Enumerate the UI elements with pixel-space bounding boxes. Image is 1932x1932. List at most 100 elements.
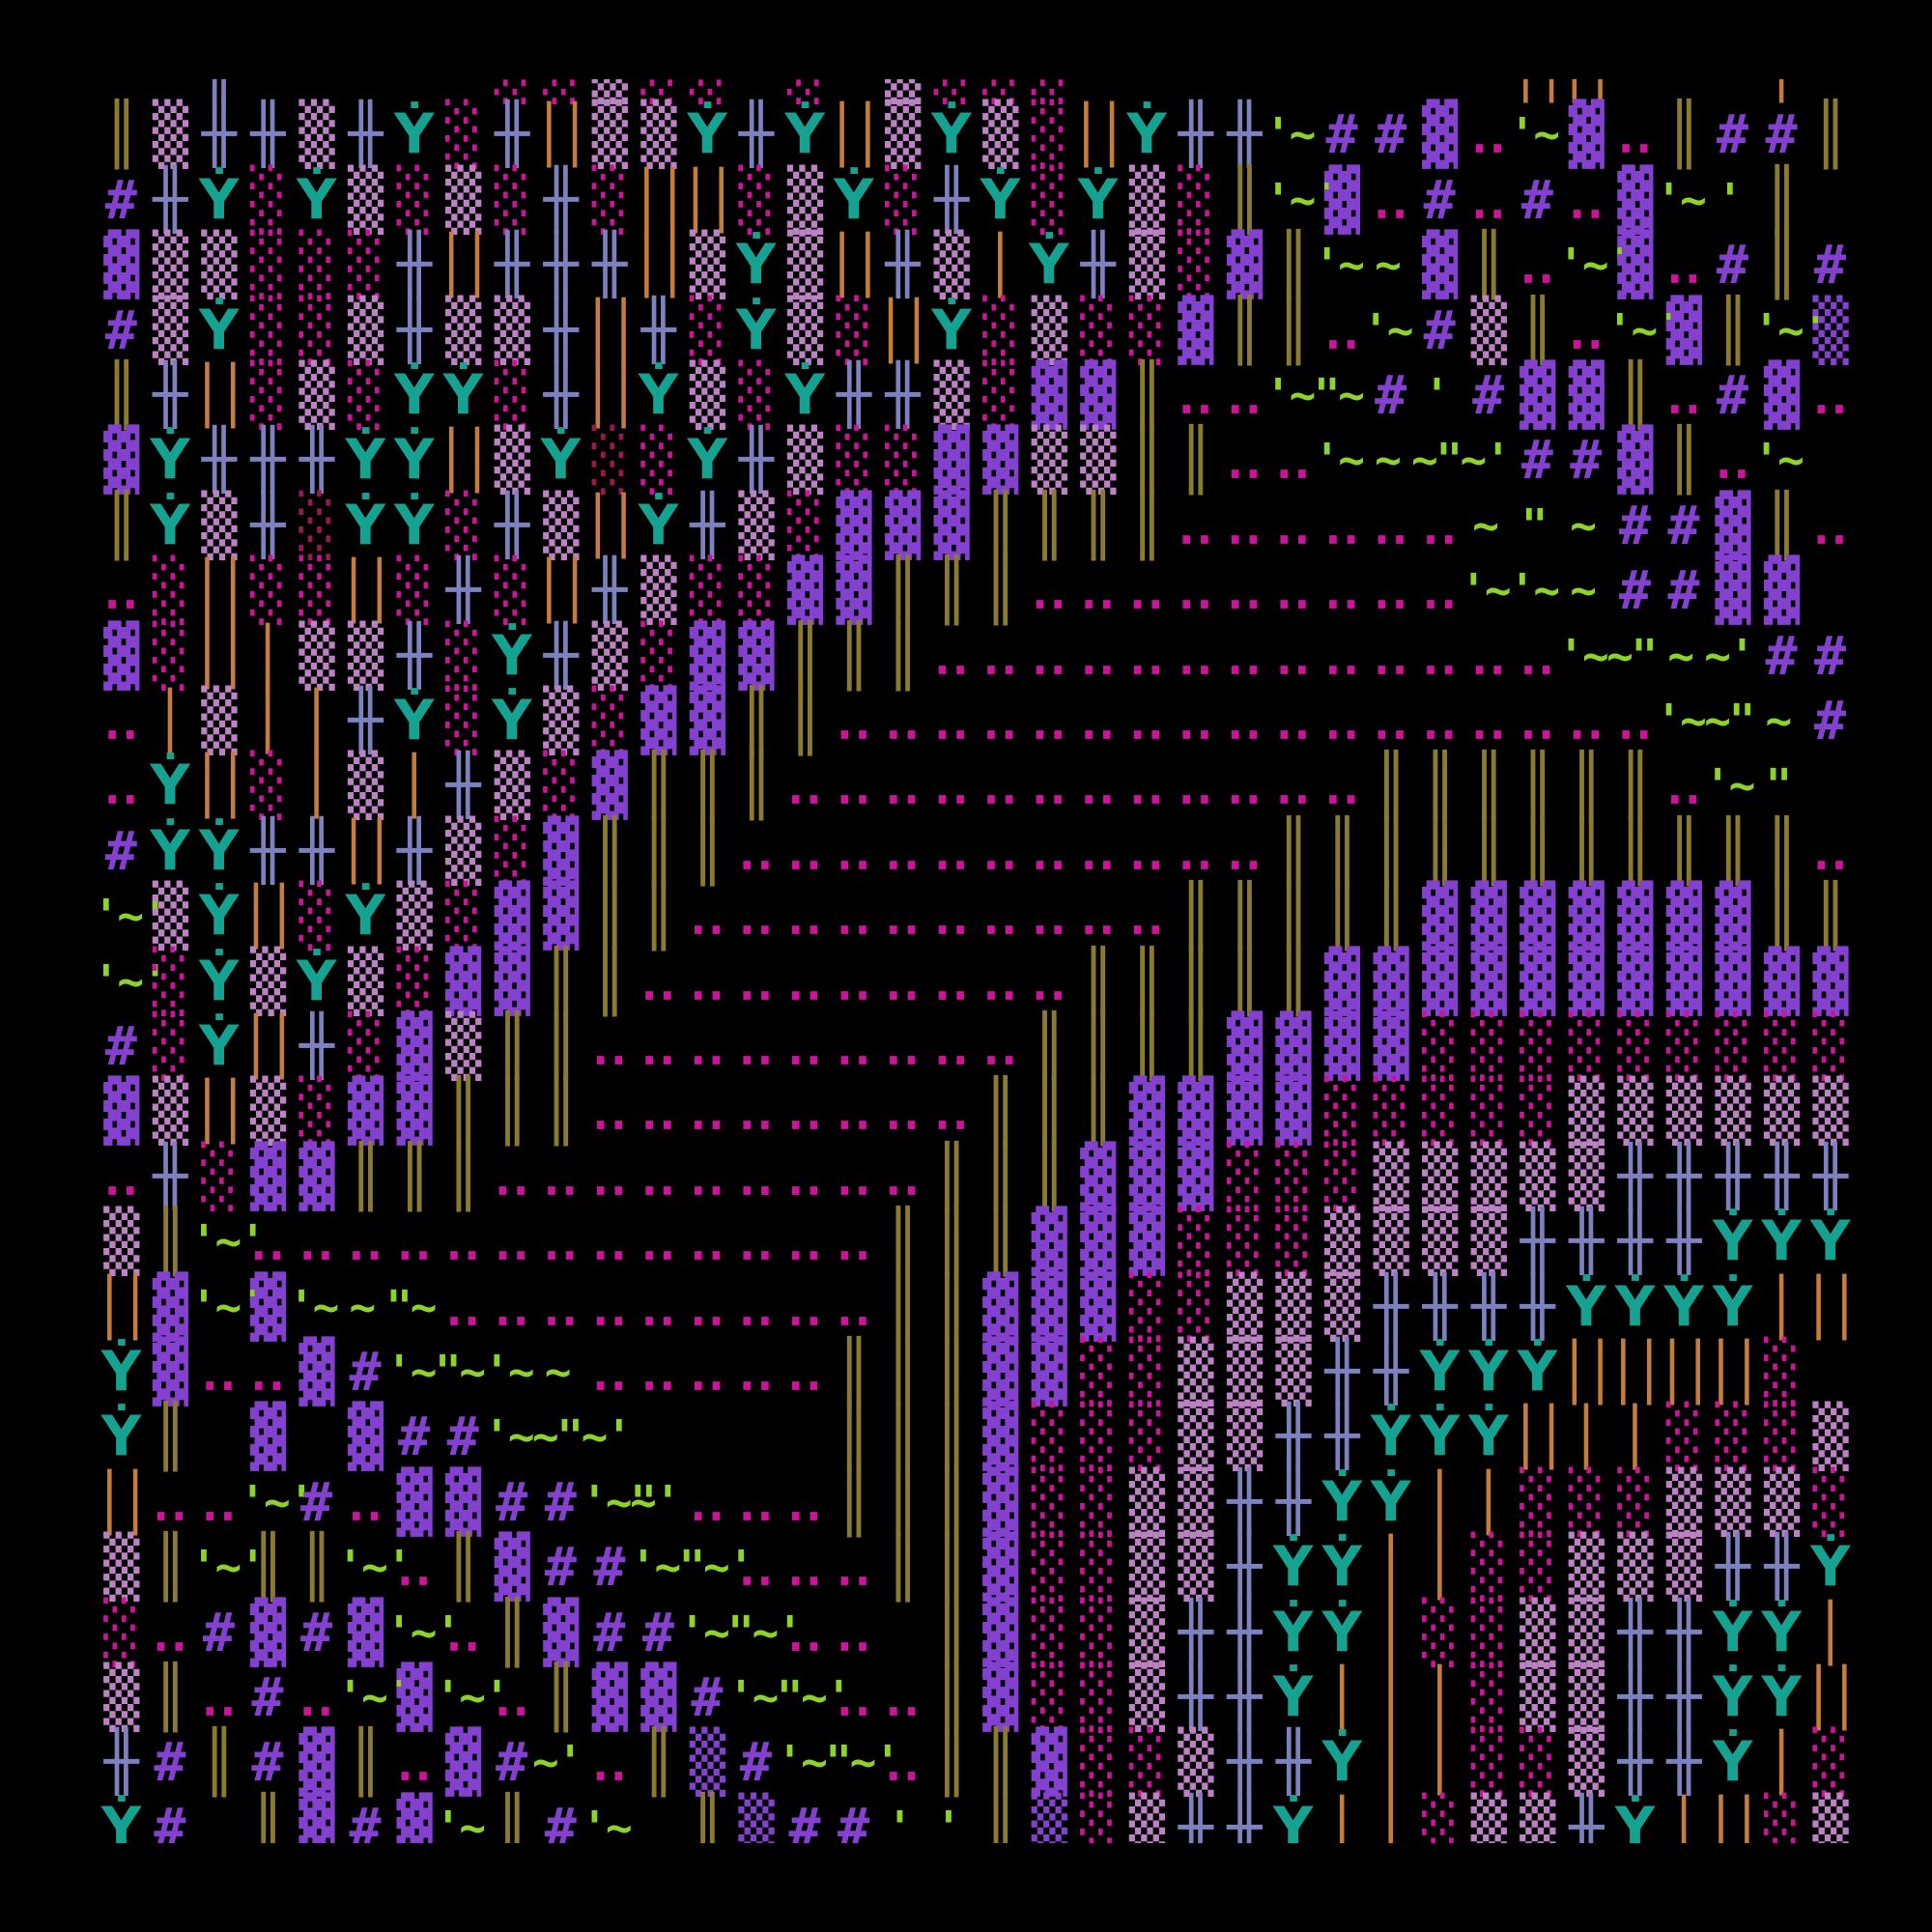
glyph-cell: Ẏ: [687, 428, 726, 493]
glyph-cell: ╫: [1275, 1403, 1311, 1471]
glyph-cell: '~: [434, 1801, 486, 1843]
glyph-cell: ‥: [786, 818, 822, 882]
glyph-cell: ▓: [1080, 1140, 1116, 1211]
glyph-cell: ▒: [786, 294, 823, 365]
glyph-cell: ‥: [1177, 363, 1213, 426]
glyph-cell: #: [1618, 494, 1651, 556]
glyph-cell: '~': [1606, 303, 1682, 356]
glyph-cell: ╫: [1227, 1728, 1262, 1797]
glyph-cell: Ẏ: [198, 818, 239, 883]
glyph-cell: #: [1618, 559, 1651, 622]
glyph-cell: ‥: [1226, 623, 1262, 687]
glyph-cell: ‥: [639, 1274, 676, 1338]
glyph-cell: ╫: [250, 816, 285, 885]
glyph-cell: ‥: [689, 1340, 724, 1403]
glyph-row: ▓ ▒ ││ ▒ ░ ▓ ▓ ║ ║ ║ ‥ ‥ ‥ ‥ ‥ ‥ ‥ ‥ ║ ║ ║ ▓ ▓ ▓ ▓ ░ ░ ░ ░ ░ ▒ ▒ ▒ ▒ ▒ ▒: [93, 1075, 1853, 1147]
glyph-cell: ‥: [1616, 102, 1653, 166]
glyph-cell: ‥: [884, 1079, 921, 1143]
glyph-cell: ▓: [249, 1401, 286, 1472]
glyph-cell: ││: [825, 232, 885, 298]
glyph-cell: '~': [190, 1541, 266, 1594]
glyph-cell: '~: [385, 1346, 437, 1398]
glyph-cell: ▓: [249, 1270, 286, 1342]
glyph-cell: ║: [884, 1206, 921, 1277]
glyph-cell: ░: [1080, 1791, 1116, 1843]
glyph-cell: '~': [1264, 173, 1340, 226]
glyph-cell: │: [1422, 1468, 1457, 1535]
glyph-cell: ▓: [689, 619, 725, 691]
glyph-cell: #: [299, 1470, 332, 1533]
glyph-cell: ░: [347, 359, 384, 430]
glyph-cell: ││: [93, 1273, 153, 1340]
glyph-cell: #: [1814, 690, 1846, 752]
glyph-cell: Ẏ: [297, 167, 336, 232]
glyph-cell: ░: [543, 750, 579, 821]
glyph-cell: ░: [152, 1010, 188, 1081]
glyph-cell: ‥: [1274, 428, 1311, 492]
glyph-cell: ╫: [885, 361, 920, 429]
glyph-cell: ▒: [1128, 1596, 1165, 1667]
glyph-cell: '~': [434, 1671, 510, 1723]
glyph-cell: ▒: [1812, 1075, 1848, 1147]
glyph-cell: ░: [1812, 1465, 1848, 1537]
glyph-cell: ││: [93, 1468, 153, 1535]
glyph-cell: '~': [239, 1475, 315, 1528]
glyph-cell: ╫: [1471, 1272, 1506, 1341]
glyph-cell: #: [838, 1796, 869, 1843]
glyph-cell: ▒: [786, 163, 823, 235]
glyph-cell: ~': [1460, 434, 1511, 487]
glyph-cell: ╫: [1324, 1338, 1359, 1406]
glyph-cell: ░: [1031, 1662, 1067, 1732]
glyph-cell: ▓: [1080, 1270, 1116, 1342]
glyph-cell: ‥: [542, 1274, 579, 1338]
glyph-cell: ▓: [982, 1662, 1018, 1732]
glyph-cell: ‥: [1373, 167, 1408, 231]
glyph-cell: ▒: [1763, 1465, 1800, 1537]
glyph-cell: ▓: [1422, 945, 1458, 1016]
glyph-cell: ║: [933, 1401, 970, 1472]
glyph-cell: '~: [1655, 695, 1707, 747]
glyph-cell: #: [544, 1536, 577, 1599]
glyph-cell: ▓: [1226, 1075, 1263, 1147]
glyph-cell: ▒: [494, 424, 530, 496]
glyph-cell: ║: [689, 1791, 725, 1843]
glyph-cell: Ẏ: [297, 949, 336, 1013]
glyph-cell: ▒: [1665, 1465, 1702, 1537]
glyph-cell: ║: [640, 1726, 676, 1798]
glyph-cell: #: [691, 1666, 723, 1728]
glyph-cell: ░: [1275, 1140, 1311, 1211]
glyph-cell: ║: [982, 554, 1018, 626]
glyph-cell: ║: [1226, 163, 1263, 235]
glyph-cell: ▒: [347, 945, 384, 1016]
glyph-cell: ▓: [1128, 1140, 1165, 1211]
glyph-cell: ░: [1080, 1465, 1116, 1537]
glyph-cell: ▓: [982, 1270, 1018, 1342]
glyph-row: Ẏ ▓ ‥ ‥ ▓ # '~ "~ '~ ~ ‥ ‥ ‥ ‥ ‥ ║ ║ ║ ▓ ▓ ░ ░ ▒ ▒ ▒ ╫ ╫ Ẏ Ẏ Ẏ ││ ││ ││ │…: [93, 1336, 1853, 1406]
glyph-cell: │: [1764, 1729, 1799, 1796]
glyph-cell: ▓: [1470, 945, 1507, 1016]
glyph-cell: ░: [1520, 1075, 1555, 1147]
glyph-cell: ▒: [1520, 1791, 1555, 1843]
glyph-cell: ▒: [738, 1791, 774, 1843]
glyph-cell: ░: [1128, 1336, 1165, 1406]
glyph-row: # Ẏ Ẏ ╫ ╫ ││ ╫ ▒ ░ ▓ ║ ║ ║ ‥ ‥ ‥ ‥ ‥ ‥ ‥ ‥ ‥ ‥ ‥ ║ ║ ║ ║ ║ ║ ║ ║ ║ ║ ║ ‥: [93, 814, 1853, 886]
glyph-cell: ▓: [1470, 880, 1507, 952]
glyph-cell: ║: [640, 814, 676, 886]
glyph-cell: ▒: [103, 1662, 139, 1732]
glyph-cell: ░: [445, 99, 481, 170]
glyph-cell: #: [251, 1731, 283, 1794]
glyph-cell: ║: [1178, 880, 1213, 952]
glyph-cell: ‥: [1519, 689, 1555, 752]
glyph-cell: ‥: [786, 1209, 822, 1273]
glyph-cell: ‥: [591, 1209, 627, 1273]
glyph-cell: ▓: [1665, 945, 1702, 1016]
glyph-cell: '~': [336, 1541, 412, 1594]
glyph-cell: ║: [933, 1140, 970, 1211]
glyph-cell: ‥: [200, 1469, 237, 1533]
glyph-cell: │: [1422, 1664, 1457, 1730]
glyph-cell: ‥: [1031, 949, 1066, 1012]
glyph-cell: ║: [201, 1726, 237, 1798]
glyph-cell: ░: [1763, 1401, 1800, 1472]
glyph-cell: ▓: [591, 750, 628, 821]
glyph-cell: ║: [103, 489, 139, 560]
